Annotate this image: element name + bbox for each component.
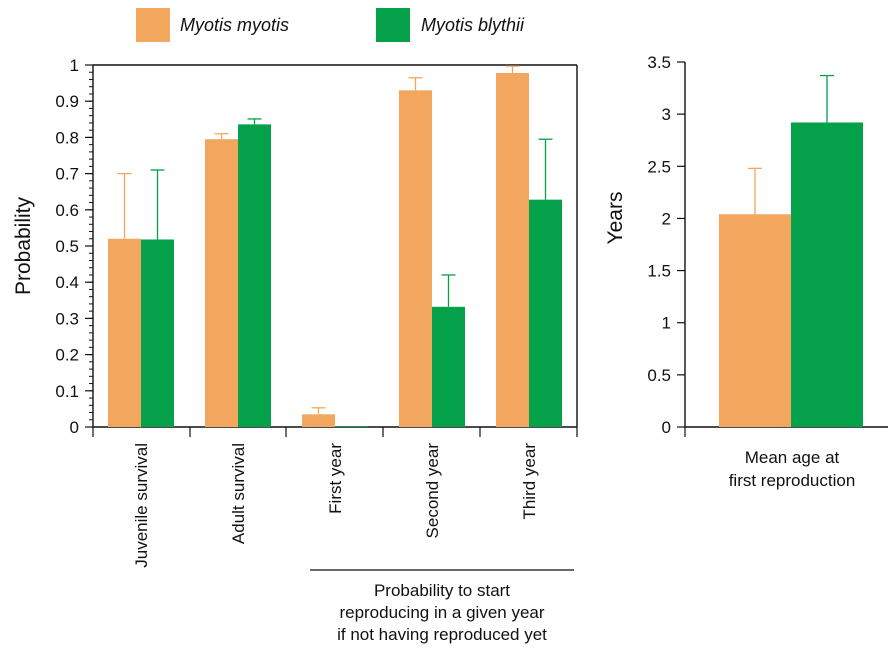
y-axis-title-probability: Probability — [12, 196, 35, 295]
bar-myotis — [719, 214, 791, 427]
y-tick-label: 0.2 — [55, 346, 79, 365]
group-label-line-2: reproducing in a given year — [339, 603, 544, 622]
category-label: Adult survival — [229, 443, 248, 544]
y-tick-label: 0.6 — [55, 201, 79, 220]
bar-blythii — [141, 239, 174, 427]
bar-myotis — [399, 90, 432, 427]
bar-myotis — [496, 72, 529, 428]
category-label: Juvenile survival — [132, 443, 151, 568]
y-tick-label: 0.8 — [55, 128, 79, 147]
legend-swatch-blythii — [376, 8, 410, 42]
group-label-line-1: Probability to start — [374, 581, 510, 600]
bar-myotis — [108, 238, 141, 427]
y-tick-label: 1.5 — [647, 262, 671, 281]
y-tick-label: 2 — [662, 209, 671, 228]
legend-swatch-myotis — [136, 8, 170, 42]
bar-myotis — [302, 414, 335, 427]
y-tick-label: 0.7 — [55, 165, 79, 184]
category-label: Second year — [423, 443, 442, 539]
legend-label-myotis: Myotis myotis — [180, 15, 289, 35]
category-label: Third year — [520, 443, 539, 520]
bar-blythii — [791, 122, 863, 427]
group-label: Probability to start reproducing in a gi… — [310, 569, 574, 644]
category-label: First year — [326, 443, 345, 514]
bar-blythii — [432, 306, 465, 427]
chart-years: Years Mean age at first reproduction 0 0.… — [604, 53, 888, 490]
bar-blythii — [238, 124, 271, 428]
bar-blythii — [335, 426, 368, 427]
y-tick-label: 0 — [662, 418, 671, 437]
y-tick-label: 0.1 — [55, 382, 79, 401]
y-tick-label: 0.5 — [55, 237, 79, 256]
group-label-line-3: if not having reproduced yet — [337, 625, 547, 644]
chart-probability: Probability Probability to start reprodu… — [12, 56, 578, 644]
y-tick-label: 0.5 — [647, 366, 671, 385]
category-label-line-2: first reproduction — [729, 471, 856, 490]
y-tick-label: 1 — [662, 314, 671, 333]
y-tick-label: 3.5 — [647, 53, 671, 72]
legend: Myotis myotis Myotis blythii — [136, 8, 525, 42]
bar-blythii — [529, 199, 562, 427]
legend-label-blythii: Myotis blythii — [421, 15, 525, 35]
y-tick-label: 0.4 — [55, 273, 79, 292]
y-tick-label: 1 — [70, 56, 79, 75]
y-tick-label: 0 — [70, 418, 79, 437]
y-tick-label: 3 — [662, 105, 671, 124]
y-tick-label: 0.3 — [55, 309, 79, 328]
y-tick-label: 0.9 — [55, 92, 79, 111]
bar-myotis — [205, 139, 238, 427]
y-axis-title-years: Years — [604, 192, 627, 245]
category-label-line-1: Mean age at — [745, 448, 840, 467]
y-tick-label: 2.5 — [647, 157, 671, 176]
